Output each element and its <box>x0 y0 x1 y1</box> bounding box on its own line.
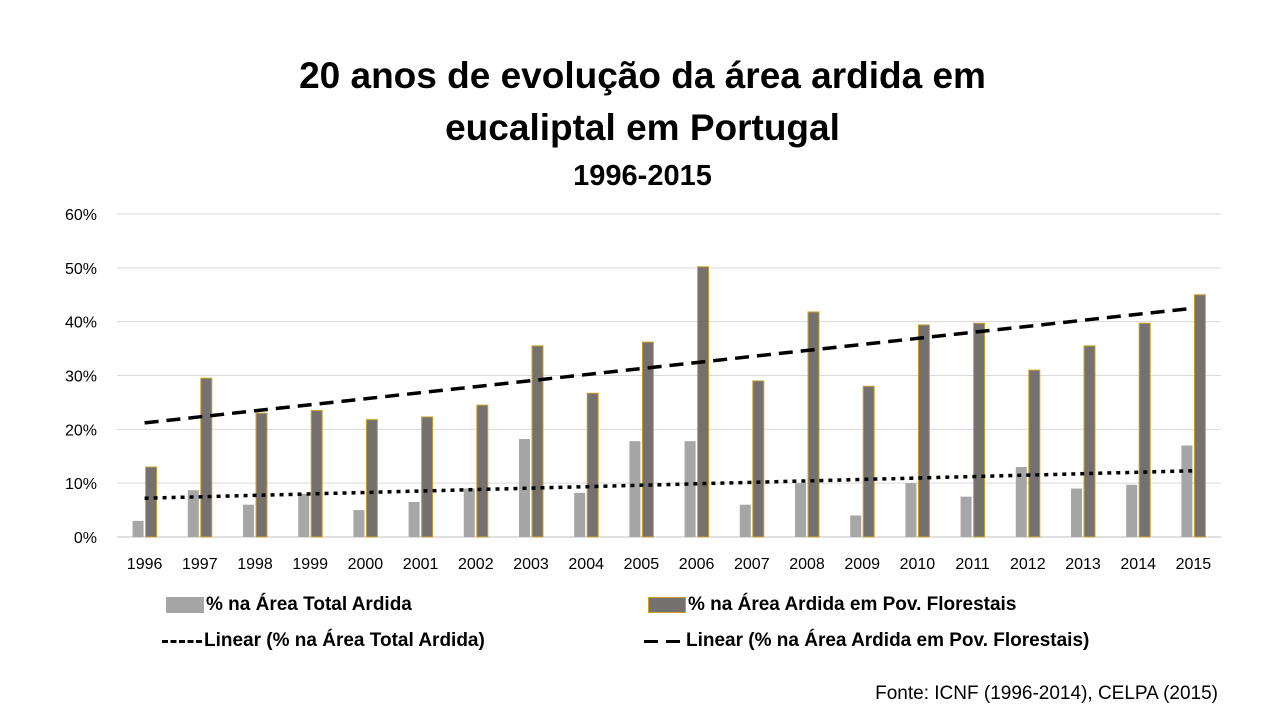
legend-label-linear-florestais: Linear (% na Área Ardida em Pov. Florest… <box>686 630 1090 651</box>
x-tick-label: 2003 <box>513 556 549 573</box>
chart-title-line-1: 20 anos de evolução da área ardida em <box>299 55 986 96</box>
x-tick-label: 1998 <box>237 556 273 573</box>
bar-total <box>905 483 917 537</box>
source-note: Fonte: ICNF (1996-2014), CELPA (2015) <box>875 683 1218 704</box>
bar-florestais <box>1193 294 1206 538</box>
legend-label-total: % na Área Total Ardida <box>206 594 412 615</box>
bar-total <box>243 504 254 537</box>
bar-total <box>1181 445 1193 537</box>
bar-florestais <box>1138 322 1151 538</box>
bars <box>132 266 1206 538</box>
trendline-total <box>144 469 1194 500</box>
legend-swatch-florestais <box>648 597 686 613</box>
x-tick-label: 2015 <box>1176 556 1212 573</box>
x-tick-label: 2014 <box>1120 556 1156 573</box>
bar-florestais <box>586 392 599 538</box>
legend-item-linear-total: Linear (% na Área Total Ardida) <box>162 630 485 652</box>
bar-total <box>629 441 641 537</box>
bar-florestais <box>1028 369 1041 538</box>
y-tick-label: 50% <box>65 261 97 278</box>
y-tick-label: 0% <box>74 530 97 547</box>
x-tick-label: 2008 <box>789 556 825 573</box>
legend-item-total: % na Área Total Ardida <box>166 594 412 616</box>
legend-item-linear-florestais: Linear (% na Área Ardida em Pov. Florest… <box>644 630 1089 652</box>
x-tick-label: 2009 <box>844 556 880 573</box>
bar-florestais <box>255 412 268 538</box>
bar-total <box>1015 467 1027 537</box>
x-tick-label: 1997 <box>182 556 218 573</box>
bar-florestais <box>752 380 765 538</box>
bar-total <box>298 493 310 537</box>
bar-total <box>408 502 420 537</box>
chart-title-block: 20 anos de evolução da área ardida em eu… <box>0 50 1280 198</box>
x-tick-label: 2002 <box>458 556 494 573</box>
x-tick-label: 2005 <box>624 556 660 573</box>
bar-florestais <box>531 345 544 538</box>
bar-total <box>960 496 972 537</box>
trendlines <box>144 306 1194 500</box>
chart-title-line-2: eucaliptal em Portugal <box>445 107 840 148</box>
legend-line-dashed <box>644 639 684 643</box>
x-tick-label: 2010 <box>900 556 936 573</box>
bar-florestais <box>807 311 820 538</box>
bar-florestais <box>697 266 710 538</box>
bar-florestais <box>310 409 323 538</box>
legend-swatch-total <box>166 597 204 613</box>
bar-florestais <box>1083 345 1096 538</box>
x-tick-label: 2004 <box>568 556 604 573</box>
bar-florestais <box>862 385 875 538</box>
bar-total <box>1071 488 1082 537</box>
bar-total <box>187 490 199 537</box>
x-tick-label: 2007 <box>734 556 770 573</box>
bar-total <box>739 504 751 537</box>
grid-lines <box>117 213 1221 538</box>
bar-florestais <box>917 324 930 538</box>
y-tick-label: 10% <box>65 476 97 493</box>
y-tick-label: 60% <box>65 207 97 224</box>
chart-subtitle: 1996-2015 <box>573 160 712 192</box>
bar-florestais <box>973 322 986 538</box>
bar-florestais <box>476 404 489 538</box>
bar-total <box>353 510 365 537</box>
x-tick-label: 2013 <box>1065 556 1101 573</box>
y-axis-labels: 0% 10% 20% 30% 40% 50% 60% <box>65 207 97 547</box>
legend-label-florestais: % na Área Ardida em Pov. Florestais <box>688 594 1017 615</box>
x-tick-label: 2000 <box>348 556 384 573</box>
bar-total <box>1126 484 1138 537</box>
bar-total <box>132 520 144 537</box>
bar-florestais <box>365 419 378 538</box>
bar-total <box>463 488 475 537</box>
x-tick-label: 2006 <box>679 556 715 573</box>
bar-total <box>684 441 696 537</box>
bar-total <box>850 515 862 537</box>
legend-label-linear-total: Linear (% na Área Total Ardida) <box>204 630 485 651</box>
x-tick-label: 2012 <box>1010 556 1046 573</box>
x-tick-label: 1996 <box>127 556 163 573</box>
bar-total <box>795 483 806 537</box>
y-tick-label: 40% <box>65 315 97 332</box>
x-tick-label: 2011 <box>955 556 990 573</box>
y-tick-label: 20% <box>65 422 97 439</box>
y-tick-label: 30% <box>65 369 97 386</box>
bar-total <box>574 492 586 537</box>
legend-item-florestais: % na Área Ardida em Pov. Florestais <box>648 594 1016 616</box>
bar-florestais <box>421 416 434 538</box>
x-tick-label: 1999 <box>292 556 328 573</box>
x-tick-label: 2001 <box>403 556 439 573</box>
bar-florestais <box>200 377 213 538</box>
legend-line-dotted <box>162 639 202 643</box>
x-axis-labels: 1996 1997 1998 1999 2000 2001 2002 2003 2004 2005… <box>127 556 1211 573</box>
bar-florestais <box>641 341 654 538</box>
bar-florestais <box>145 466 158 538</box>
